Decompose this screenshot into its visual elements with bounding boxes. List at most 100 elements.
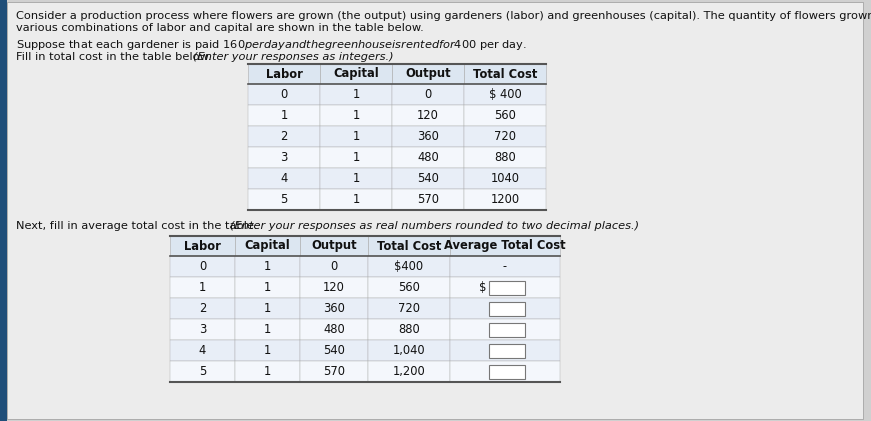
- FancyBboxPatch shape: [300, 277, 368, 298]
- FancyBboxPatch shape: [450, 277, 560, 298]
- Text: 360: 360: [417, 130, 439, 143]
- FancyBboxPatch shape: [248, 84, 320, 105]
- FancyBboxPatch shape: [464, 168, 546, 189]
- Text: 1: 1: [264, 302, 271, 315]
- Text: Total Cost: Total Cost: [377, 240, 442, 253]
- FancyBboxPatch shape: [489, 344, 525, 357]
- Text: Labor: Labor: [184, 240, 221, 253]
- Text: (Enter your responses as real numbers rounded to two decimal places.): (Enter your responses as real numbers ro…: [230, 221, 639, 231]
- FancyBboxPatch shape: [235, 298, 300, 319]
- Text: 1: 1: [353, 88, 360, 101]
- Text: 3: 3: [280, 151, 287, 164]
- Text: 3: 3: [199, 323, 206, 336]
- Text: 1: 1: [199, 281, 206, 294]
- Text: 0: 0: [424, 88, 432, 101]
- FancyBboxPatch shape: [170, 340, 235, 361]
- FancyBboxPatch shape: [300, 298, 368, 319]
- FancyBboxPatch shape: [0, 0, 7, 421]
- Text: 880: 880: [494, 151, 516, 164]
- FancyBboxPatch shape: [450, 361, 560, 382]
- FancyBboxPatch shape: [235, 236, 300, 256]
- Text: 560: 560: [398, 281, 420, 294]
- FancyBboxPatch shape: [170, 298, 235, 319]
- Text: 480: 480: [417, 151, 439, 164]
- Text: 1: 1: [264, 344, 271, 357]
- FancyBboxPatch shape: [235, 256, 300, 277]
- FancyBboxPatch shape: [464, 147, 546, 168]
- Text: 1,040: 1,040: [393, 344, 425, 357]
- FancyBboxPatch shape: [450, 319, 560, 340]
- Text: 570: 570: [323, 365, 345, 378]
- Text: $400: $400: [395, 260, 423, 273]
- Text: 2: 2: [199, 302, 206, 315]
- FancyBboxPatch shape: [320, 168, 392, 189]
- Text: 880: 880: [398, 323, 420, 336]
- Text: 1: 1: [353, 193, 360, 206]
- FancyBboxPatch shape: [170, 236, 235, 256]
- Text: 1: 1: [353, 130, 360, 143]
- Text: 540: 540: [417, 172, 439, 185]
- FancyBboxPatch shape: [320, 84, 392, 105]
- Text: Average Total Cost: Average Total Cost: [444, 240, 566, 253]
- Text: 1: 1: [264, 365, 271, 378]
- FancyBboxPatch shape: [248, 168, 320, 189]
- Text: 480: 480: [323, 323, 345, 336]
- FancyBboxPatch shape: [450, 236, 560, 256]
- FancyBboxPatch shape: [300, 256, 368, 277]
- Text: (Enter your responses as integers.): (Enter your responses as integers.): [193, 52, 394, 62]
- FancyBboxPatch shape: [368, 256, 450, 277]
- Text: 5: 5: [280, 193, 287, 206]
- Text: $: $: [479, 281, 487, 294]
- Text: 560: 560: [494, 109, 516, 122]
- FancyBboxPatch shape: [392, 64, 464, 84]
- Text: 4: 4: [199, 344, 206, 357]
- FancyBboxPatch shape: [320, 147, 392, 168]
- Text: 540: 540: [323, 344, 345, 357]
- FancyBboxPatch shape: [489, 301, 525, 315]
- Text: 2: 2: [280, 130, 287, 143]
- FancyBboxPatch shape: [170, 256, 235, 277]
- FancyBboxPatch shape: [320, 189, 392, 210]
- Text: 0: 0: [280, 88, 287, 101]
- FancyBboxPatch shape: [248, 105, 320, 126]
- Text: 1,200: 1,200: [393, 365, 425, 378]
- Text: 720: 720: [398, 302, 420, 315]
- FancyBboxPatch shape: [235, 361, 300, 382]
- Text: 360: 360: [323, 302, 345, 315]
- FancyBboxPatch shape: [170, 361, 235, 382]
- FancyBboxPatch shape: [368, 319, 450, 340]
- Text: various combinations of labor and capital are shown in the table below.: various combinations of labor and capita…: [16, 23, 424, 33]
- Text: 1: 1: [264, 260, 271, 273]
- FancyBboxPatch shape: [489, 322, 525, 336]
- Text: Capital: Capital: [245, 240, 290, 253]
- FancyBboxPatch shape: [320, 126, 392, 147]
- FancyBboxPatch shape: [368, 236, 450, 256]
- Text: 0: 0: [330, 260, 338, 273]
- FancyBboxPatch shape: [7, 2, 863, 419]
- Text: 1: 1: [353, 151, 360, 164]
- Text: 1: 1: [353, 109, 360, 122]
- FancyBboxPatch shape: [392, 189, 464, 210]
- Text: 1200: 1200: [490, 193, 520, 206]
- Text: Output: Output: [405, 67, 451, 80]
- FancyBboxPatch shape: [489, 280, 525, 295]
- FancyBboxPatch shape: [450, 256, 560, 277]
- FancyBboxPatch shape: [392, 126, 464, 147]
- FancyBboxPatch shape: [170, 319, 235, 340]
- Text: Consider a production process where flowers are grown (the output) using gardene: Consider a production process where flow…: [16, 11, 871, 21]
- FancyBboxPatch shape: [300, 236, 368, 256]
- FancyBboxPatch shape: [235, 277, 300, 298]
- FancyBboxPatch shape: [248, 147, 320, 168]
- Text: 120: 120: [417, 109, 439, 122]
- FancyBboxPatch shape: [248, 64, 320, 84]
- Text: 0: 0: [199, 260, 206, 273]
- FancyBboxPatch shape: [489, 365, 525, 378]
- FancyBboxPatch shape: [300, 361, 368, 382]
- Text: 720: 720: [494, 130, 516, 143]
- FancyBboxPatch shape: [320, 64, 392, 84]
- FancyBboxPatch shape: [368, 298, 450, 319]
- FancyBboxPatch shape: [300, 340, 368, 361]
- Text: Next, fill in average total cost in the table.: Next, fill in average total cost in the …: [16, 221, 261, 231]
- FancyBboxPatch shape: [450, 340, 560, 361]
- FancyBboxPatch shape: [392, 147, 464, 168]
